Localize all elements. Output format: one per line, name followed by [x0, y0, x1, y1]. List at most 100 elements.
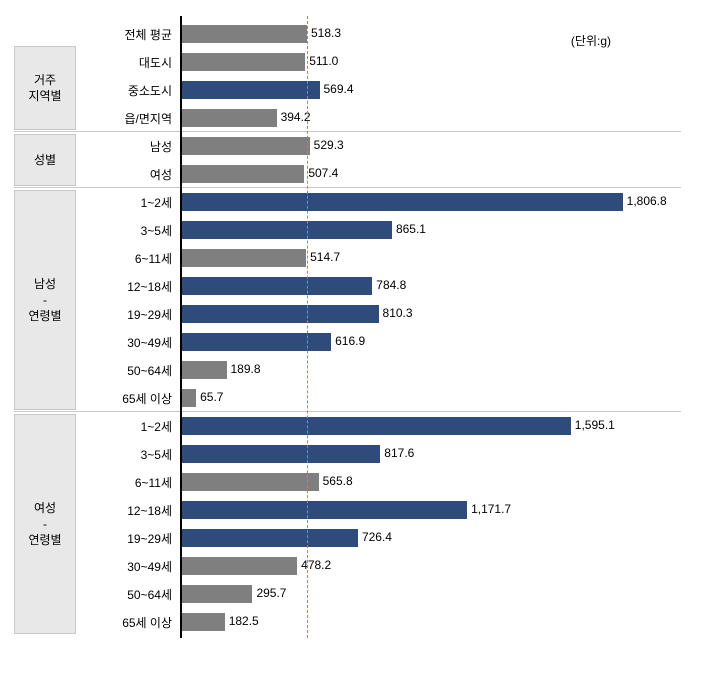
value-label: 865.1 [396, 222, 426, 236]
bar [180, 361, 227, 379]
value-label: 507.4 [308, 166, 338, 180]
bar-wrap: 1,595.1 [180, 417, 651, 435]
reference-line [307, 16, 308, 638]
chart-row: 12~18세 784.8 [78, 272, 452, 300]
chart-row: 1~2세 1,806.8 [78, 188, 703, 216]
bar [180, 585, 252, 603]
category-label: 65세 이상 [78, 614, 180, 631]
value-label: 189.8 [231, 362, 261, 376]
group-label: 남성 - 연령별 [14, 190, 76, 410]
value-label: 616.9 [335, 334, 365, 348]
bar [180, 81, 320, 99]
category-label: 1~2세 [78, 194, 180, 211]
chart-row: 6~11세 514.7 [78, 244, 386, 272]
value-label: 295.7 [256, 586, 286, 600]
bar-wrap: 189.8 [180, 361, 307, 379]
group-separator [14, 411, 681, 412]
bar [180, 137, 310, 155]
bar [180, 389, 196, 407]
value-label: 1,171.7 [471, 502, 511, 516]
bar-wrap: 817.6 [180, 445, 460, 463]
bar-wrap: 478.2 [180, 557, 377, 575]
group-separator [14, 131, 681, 132]
chart-row: 65세 이상 182.5 [78, 608, 305, 636]
group-label: 여성 - 연령별 [14, 414, 76, 634]
bar-wrap: 514.7 [180, 249, 386, 267]
category-label: 전체 평균 [78, 26, 180, 43]
category-label: 50~64세 [78, 362, 180, 379]
value-label: 1,806.8 [627, 194, 667, 208]
value-label: 65.7 [200, 390, 223, 404]
bar [180, 417, 571, 435]
value-label: 182.5 [229, 614, 259, 628]
bar [180, 25, 307, 43]
value-label: 817.6 [384, 446, 414, 460]
value-label: 529.3 [314, 138, 344, 152]
chart-row: 30~49세 478.2 [78, 552, 377, 580]
chart-row: 50~64세 189.8 [78, 356, 307, 384]
bar [180, 109, 277, 127]
bar [180, 305, 379, 323]
chart-row: 12~18세 1,171.7 [78, 496, 547, 524]
chart-row: 대도시511.0 [78, 48, 385, 76]
bar-wrap: 616.9 [180, 333, 411, 351]
bar-wrap: 865.1 [180, 221, 472, 239]
bar-wrap: 569.4 [180, 81, 400, 99]
chart-row: 3~5세 865.1 [78, 216, 472, 244]
category-label: 3~5세 [78, 222, 180, 239]
value-label: 784.8 [376, 278, 406, 292]
bar-wrap: 182.5 [180, 613, 305, 631]
chart-row: 중소도시569.4 [78, 76, 400, 104]
category-label: 1~2세 [78, 418, 180, 435]
category-label: 중소도시 [78, 82, 180, 99]
category-label: 30~49세 [78, 334, 180, 351]
category-label: 읍/면지역 [78, 110, 180, 127]
bar [180, 221, 392, 239]
category-label: 19~29세 [78, 306, 180, 323]
chart-row: 여성 507.4 [78, 160, 384, 188]
chart-row: 50~64세 295.7 [78, 580, 332, 608]
chart-row: 3~5세 817.6 [78, 440, 460, 468]
category-label: 3~5세 [78, 446, 180, 463]
bar [180, 501, 467, 519]
bar [180, 333, 331, 351]
bar [180, 165, 304, 183]
value-label: 478.2 [301, 558, 331, 572]
bar [180, 613, 225, 631]
category-label: 30~49세 [78, 558, 180, 575]
category-label: 50~64세 [78, 586, 180, 603]
chart-row: 1~2세 1,595.1 [78, 412, 651, 440]
bar [180, 445, 380, 463]
chart-row: 30~49세 616.9 [78, 328, 411, 356]
value-label: 1,595.1 [575, 418, 615, 432]
bar-wrap: 529.3 [180, 137, 390, 155]
bar [180, 529, 358, 547]
chart-row: 65세 이상 65.7 [78, 384, 276, 412]
bar-wrap: 65.7 [180, 389, 276, 407]
unit-label: (단위:g) [571, 32, 611, 49]
bar-wrap: 1,171.7 [180, 501, 547, 519]
bar-wrap: 507.4 [180, 165, 384, 183]
chart-row: 6~11세565.8 [78, 468, 399, 496]
chart-row: 읍/면지역394.2 [78, 104, 357, 132]
category-label: 65세 이상 [78, 390, 180, 407]
value-label: 511.0 [309, 54, 338, 68]
category-label: 12~18세 [78, 278, 180, 295]
group-label: 거주 지역별 [14, 46, 76, 130]
bar-wrap: 784.8 [180, 277, 452, 295]
value-label: 810.3 [383, 306, 413, 320]
bar [180, 193, 623, 211]
bar-wrap: 565.8 [180, 473, 399, 491]
bar [180, 277, 372, 295]
bar-wrap: 394.2 [180, 109, 357, 127]
category-label: 여성 [78, 166, 180, 183]
chart-row: 19~29세726.4 [78, 524, 438, 552]
category-label: 6~11세 [78, 250, 180, 267]
value-label: 514.7 [310, 250, 340, 264]
value-label: 565.8 [323, 474, 353, 488]
group-label: 성별 [14, 134, 76, 186]
value-label: 726.4 [362, 530, 392, 544]
chart-row: 전체 평균518.3 [78, 20, 387, 48]
category-label: 12~18세 [78, 502, 180, 519]
bar-wrap: 726.4 [180, 529, 438, 547]
